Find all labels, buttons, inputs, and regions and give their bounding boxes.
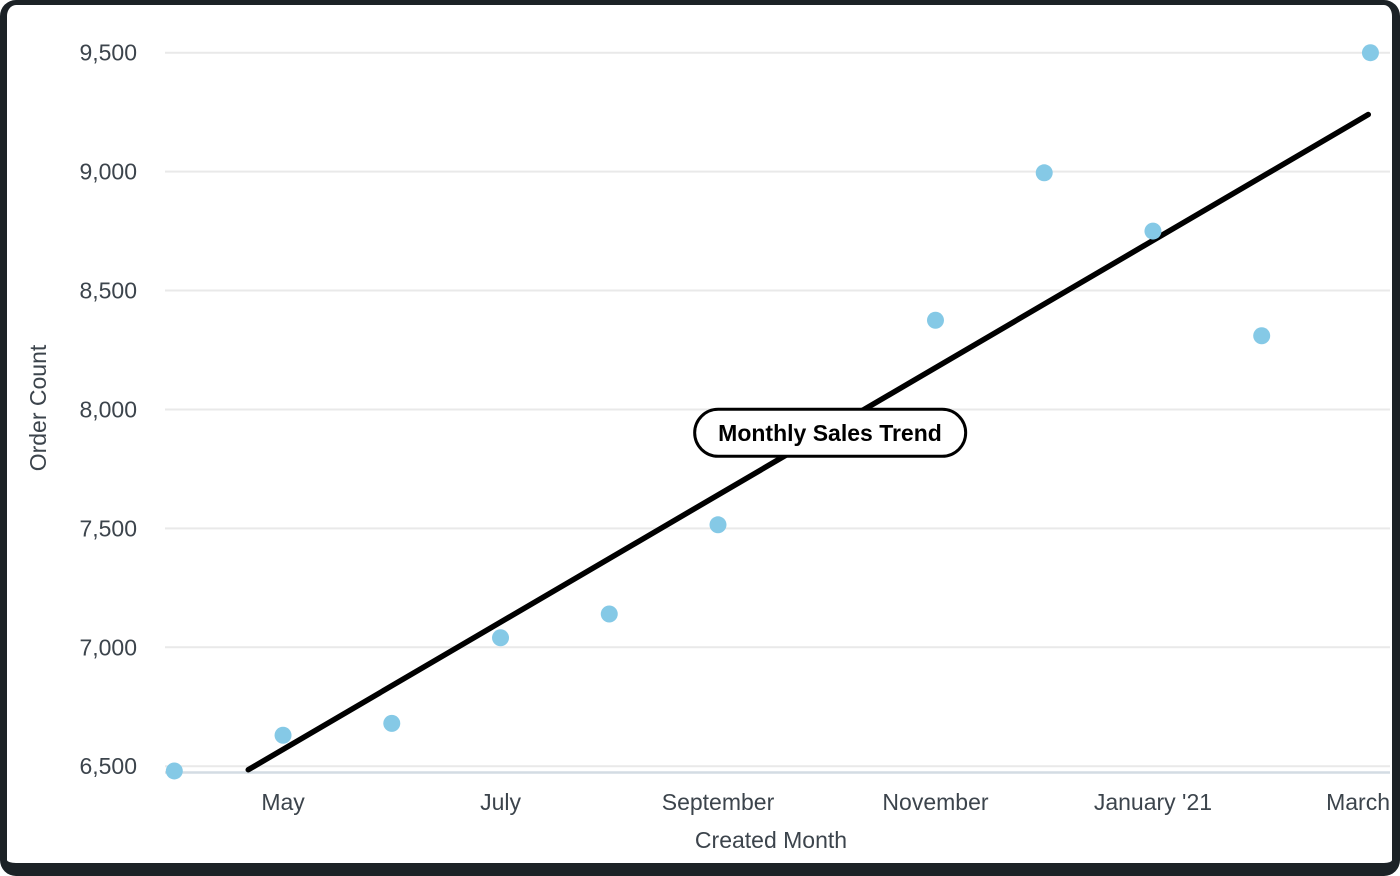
- y-tick-label-9000: 9,000: [79, 159, 137, 185]
- data-point-april[interactable]: [165, 762, 183, 780]
- x-tick-label-september: September: [662, 789, 775, 815]
- x-axis-title: Created Month: [695, 827, 847, 853]
- data-point-february[interactable]: [1253, 327, 1271, 345]
- x-tick-label-january-21: January '21: [1094, 789, 1212, 815]
- y-tick-label-9500: 9,500: [79, 40, 137, 66]
- y-tick-label-7500: 7,500: [79, 515, 137, 541]
- y-tick-label-6500: 6,500: [79, 753, 137, 779]
- x-tick-label-july: July: [480, 789, 521, 815]
- chart-title-pill: Monthly Sales Trend: [693, 407, 967, 459]
- data-point-september[interactable]: [709, 516, 727, 534]
- y-tick-label-8000: 8,000: [79, 396, 137, 422]
- data-point-june[interactable]: [383, 714, 401, 732]
- data-point-july[interactable]: [492, 629, 510, 647]
- x-tick-label-november: November: [882, 789, 988, 815]
- data-point-december[interactable]: [1035, 164, 1053, 182]
- y-axis-title: Order Count: [25, 344, 51, 471]
- data-point-january-21[interactable]: [1144, 222, 1162, 240]
- y-tick-label-7000: 7,000: [79, 634, 137, 660]
- data-point-august[interactable]: [600, 605, 618, 623]
- data-point-may[interactable]: [274, 726, 292, 744]
- chart-title: Monthly Sales Trend: [718, 419, 942, 446]
- x-tick-label-may: May: [261, 789, 305, 815]
- y-tick-label-8500: 8,500: [79, 278, 137, 304]
- data-point-march[interactable]: [1361, 44, 1379, 62]
- x-tick-label-march: March: [1326, 789, 1390, 815]
- data-point-november[interactable]: [926, 311, 944, 329]
